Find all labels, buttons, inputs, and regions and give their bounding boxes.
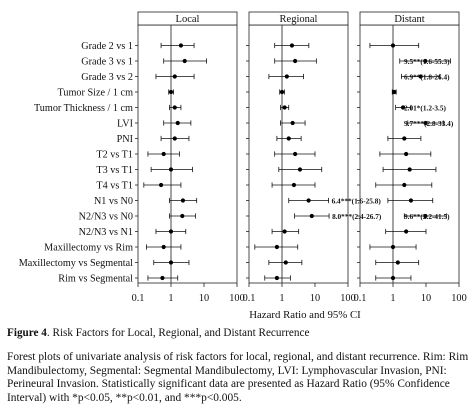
- point-estimate: [423, 58, 428, 64]
- point-estimate: [160, 275, 165, 281]
- x-tick-label: 1: [168, 293, 173, 304]
- significance-annotation: 8.0***(2.4-26.7): [332, 212, 382, 221]
- point-estimate: [168, 167, 174, 172]
- point-estimate: [402, 182, 407, 188]
- point-estimate: [293, 58, 298, 64]
- row-label: Tumor Size / 1 cm: [58, 88, 134, 99]
- x-tick-label: 0.1: [243, 293, 256, 304]
- row-label: LVI: [117, 119, 134, 130]
- point-estimate: [390, 244, 396, 250]
- figure-label: Figure 4: [7, 327, 47, 339]
- x-axis-label: Hazard Ratio and 95% CI: [249, 309, 361, 321]
- point-estimate: [168, 229, 174, 234]
- row-label: Grade 2 vs 1: [81, 41, 133, 52]
- x-tick-label: 10: [310, 293, 320, 304]
- point-estimate: [283, 260, 288, 265]
- point-estimate: [418, 74, 423, 79]
- x-tick-label: 1: [390, 293, 395, 304]
- row-label: Maxillectomy vs Segmental: [19, 258, 133, 269]
- point-estimate: [306, 198, 311, 203]
- row-label: N2/N3 vs N1: [79, 227, 133, 238]
- panel-header-box: [359, 11, 460, 26]
- forest-plot-svg: Grade 2 vs 1 Grade 3 vs 1 Grade 3 vs 2 Tumo…: [19, 11, 467, 321]
- point-estimate: [182, 58, 187, 64]
- panel-title: Distant: [394, 14, 424, 25]
- row-label: T3 vs T1: [96, 165, 133, 176]
- significance-annotation: 6.4***(1.6-25.8): [332, 196, 382, 205]
- point-estimate: [168, 89, 174, 95]
- row-label: Grade 3 vs 2: [81, 72, 133, 83]
- point-estimate: [290, 120, 295, 126]
- point-estimate: [282, 229, 287, 234]
- panel-title: Local: [176, 14, 200, 25]
- point-estimate: [390, 275, 396, 281]
- x-tick-label: 100: [340, 293, 355, 304]
- point-estimate: [172, 74, 177, 79]
- row-label: Tumor Thickness / 1 cm: [34, 103, 133, 114]
- point-estimate: [423, 213, 428, 219]
- row-label: N2/N3 vs N0: [79, 212, 133, 223]
- row-label: PNI: [117, 134, 134, 145]
- point-estimate: [309, 213, 314, 219]
- point-estimate: [423, 120, 428, 126]
- x-tick-label: 0.1: [132, 293, 145, 304]
- significance-annotation: 2.01*(1.2-3.5): [404, 103, 447, 112]
- point-estimate: [297, 167, 303, 172]
- point-estimate: [395, 260, 400, 265]
- point-estimate: [402, 136, 407, 141]
- forest-plot-figure: Grade 2 vs 1 Grade 3 vs 1 Grade 3 vs 2 Tumo…: [19, 11, 467, 321]
- row-label: Grade 3 vs 1: [81, 57, 133, 68]
- point-estimate: [175, 120, 180, 126]
- point-estimate: [274, 244, 279, 250]
- row-label: N1 vs N0: [94, 196, 133, 207]
- point-estimate: [158, 182, 164, 188]
- significance-annotation: 9.7***(2.8-33.4): [404, 119, 454, 128]
- figure-title-text: . Risk Factors for Local, Regional, and …: [46, 327, 310, 339]
- point-estimate: [161, 151, 166, 157]
- point-estimate: [289, 43, 295, 48]
- x-tick-label: 1: [279, 293, 284, 304]
- point-estimate: [180, 198, 186, 203]
- point-estimate: [284, 74, 289, 79]
- point-estimate: [293, 151, 298, 157]
- point-estimate: [291, 182, 297, 188]
- point-estimate: [161, 244, 166, 250]
- row-label: T2 vs T1: [96, 150, 133, 161]
- point-estimate: [392, 89, 397, 95]
- point-estimate: [274, 275, 279, 281]
- significance-annotation: 9.6**(2.2-41.5): [404, 212, 450, 221]
- point-estimate: [168, 260, 174, 265]
- point-estimate: [286, 136, 291, 141]
- panel-header-box: [137, 11, 238, 26]
- row-label: Rim vs Segmental: [58, 274, 133, 285]
- point-estimate: [404, 229, 409, 234]
- point-estimate: [282, 105, 287, 110]
- row-label: T4 vs T1: [96, 181, 133, 192]
- point-estimate: [407, 167, 412, 172]
- x-tick-label: 100: [451, 293, 466, 304]
- x-tick-label: 10: [421, 293, 431, 304]
- x-tick-label: 0.1: [354, 293, 367, 304]
- point-estimate: [180, 213, 185, 219]
- point-estimate: [390, 43, 396, 48]
- x-tick-label: 100: [229, 293, 244, 304]
- point-estimate: [178, 43, 184, 48]
- figure-caption-title: Figure 4. Risk Factors for Local, Region…: [7, 327, 469, 339]
- point-estimate: [279, 89, 285, 95]
- panel-title: Regional: [280, 14, 318, 25]
- point-estimate: [400, 105, 406, 110]
- point-estimate: [172, 105, 177, 110]
- point-estimate: [408, 198, 414, 203]
- significance-annotation: 9.5**(1.6-55.3): [404, 57, 450, 66]
- point-estimate: [404, 151, 409, 157]
- point-estimate: [172, 136, 177, 141]
- significance-annotation: 6.9**(1.8-26.4): [404, 72, 450, 81]
- panel-header-box: [248, 11, 349, 26]
- row-label: Maxillectomy vs Rim: [44, 243, 133, 254]
- figure-caption-description: Forest plots of univariate analysis of r…: [7, 351, 469, 405]
- x-tick-label: 10: [199, 293, 209, 304]
